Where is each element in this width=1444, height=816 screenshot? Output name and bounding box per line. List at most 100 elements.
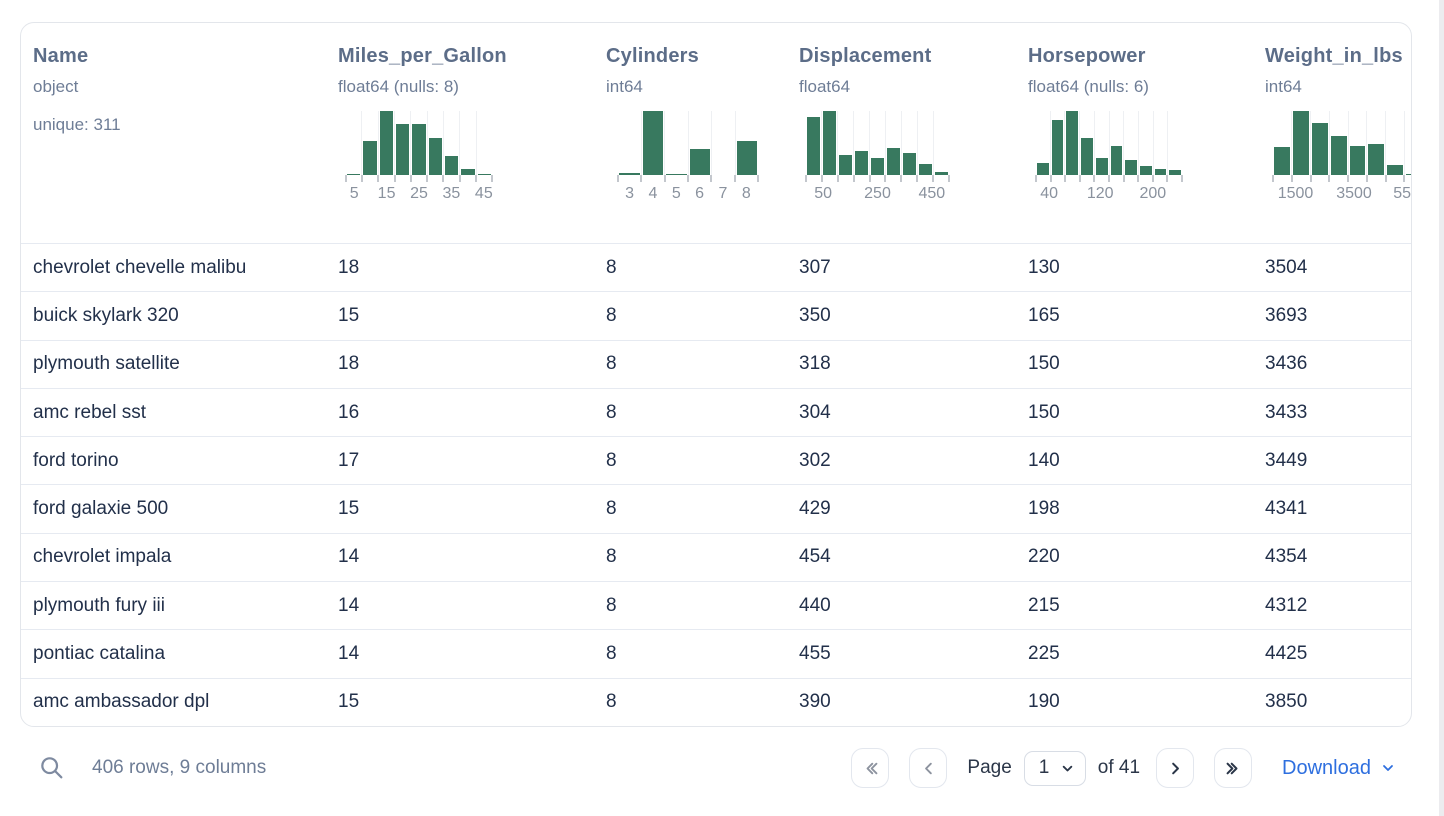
axis-tick [1328, 175, 1331, 182]
histogram-bar [363, 141, 377, 175]
histogram-bar [1139, 166, 1152, 175]
table-cell: 4341 [1265, 498, 1308, 520]
histogram-bar [736, 141, 757, 175]
chevron-right-icon [1171, 762, 1179, 774]
table-row: amc rebel sst 16 8 304 150 3433 [21, 387, 1411, 436]
histogram-bin [1093, 111, 1109, 175]
table-cell: 18 [338, 353, 360, 375]
table-cell: 8 [606, 449, 617, 471]
axis-tick [687, 175, 689, 182]
table-cell: 8 [606, 256, 617, 278]
column-header-horsepower[interactable]: Horsepower float64 (nulls: 6) 40 120 200 [1028, 23, 1265, 243]
download-button[interactable]: Download [1282, 757, 1396, 780]
axis-tick [458, 175, 461, 182]
column-histogram: 1500 3500 5500 [1272, 111, 1411, 204]
histogram-bin [1036, 111, 1050, 175]
column-header-weight-in-lbs[interactable]: Weight_in_lbs int64 1500 3500 5500 [1265, 23, 1411, 243]
axis-tick [1049, 175, 1052, 182]
axis-tick-label: 6 [695, 185, 705, 202]
histogram-bars [806, 111, 949, 175]
column-title: Miles_per_Gallon [338, 45, 507, 67]
histogram-bin [1137, 111, 1153, 175]
histogram-bar [619, 173, 640, 175]
histogram-axis [345, 175, 493, 182]
page-select-value: 1 [1038, 757, 1050, 778]
table-cell: 225 [1028, 643, 1060, 665]
table-row: plymouth fury iii 14 8 440 215 4312 [21, 581, 1411, 629]
histogram-bin [1108, 111, 1124, 175]
axis-tick [491, 175, 493, 182]
histogram-bar [1274, 146, 1290, 175]
search-button[interactable] [36, 752, 68, 784]
axis-tick [1181, 175, 1183, 182]
axis-tick [1272, 175, 1274, 182]
histogram-bar [1349, 146, 1366, 175]
table-cell: 318 [799, 353, 831, 375]
histogram-bin [1167, 111, 1182, 175]
table-cell: 14 [338, 546, 360, 568]
table-cell: amc ambassador dpl [33, 691, 210, 713]
histogram-axis [617, 175, 759, 182]
column-title: Weight_in_lbs [1265, 45, 1403, 67]
histogram-bar [642, 111, 663, 175]
histogram-bar [1406, 173, 1411, 175]
column-dtype: float64 (nulls: 8) [338, 77, 459, 96]
histogram-bin [1385, 111, 1404, 175]
histogram-bin [393, 111, 410, 175]
histogram-bin [1123, 111, 1138, 175]
histogram-bin [1290, 111, 1310, 175]
first-page-button[interactable] [851, 748, 890, 788]
table-cell: 4312 [1265, 594, 1308, 616]
histogram-bin [410, 111, 426, 175]
column-histogram: 5 15 25 35 45 [345, 111, 493, 204]
histogram-bin [933, 111, 949, 175]
table-cell: pontiac catalina [33, 643, 166, 665]
axis-tick-label: 3500 [1336, 185, 1372, 202]
column-dtype: float64 (nulls: 6) [1028, 77, 1149, 96]
histogram-bin [1347, 111, 1367, 175]
histogram-bar [1330, 135, 1347, 175]
axis-tick-label: 450 [918, 185, 946, 202]
histogram-bin [1366, 111, 1385, 175]
axis-tick [948, 175, 950, 182]
histogram-bar [444, 156, 459, 175]
chevrons-right-icon [1226, 762, 1238, 774]
prev-page-button[interactable] [909, 748, 948, 788]
column-header-displacement[interactable]: Displacement float64 50 250 450 [799, 23, 1028, 243]
axis-tick [393, 175, 396, 182]
axis-tick-label: 15 [377, 185, 396, 202]
histogram-bin [475, 111, 492, 175]
last-page-button[interactable] [1214, 748, 1253, 788]
histogram-bar [666, 173, 687, 175]
scrollbar[interactable] [1439, 0, 1444, 816]
table-cell: 15 [338, 498, 360, 520]
page-select[interactable]: 1 [1023, 750, 1086, 786]
axis-tick [1035, 175, 1037, 182]
next-page-button[interactable] [1156, 748, 1195, 788]
histogram-bar [428, 137, 442, 175]
table-cell: 429 [799, 498, 831, 520]
table-cell: 165 [1028, 304, 1060, 326]
axis-tick [663, 175, 666, 182]
column-header-name[interactable]: Name object unique: 311 [33, 23, 338, 243]
column-header-miles-per-gallon[interactable]: Miles_per_Gallon float64 (nulls: 8) 5 15 25 3… [338, 23, 606, 243]
table-cell: 454 [799, 546, 831, 568]
axis-tick-label: 120 [1086, 185, 1114, 202]
axis-tick [1151, 175, 1154, 182]
table-cell: 14 [338, 643, 360, 665]
histogram-bars [1273, 111, 1411, 175]
table-cell: 18 [338, 256, 360, 278]
table-cell: 3850 [1265, 691, 1308, 713]
column-title: Horsepower [1028, 45, 1146, 67]
column-header-cylinders[interactable]: Cylinders int64 3 4 5 6 7 8 [606, 23, 799, 243]
histogram-bin [869, 111, 885, 175]
table-cell: chevrolet chevelle malibu [33, 256, 247, 278]
axis-tick [900, 175, 903, 182]
histogram-bar [839, 155, 852, 175]
histogram-bar [871, 158, 884, 175]
table-body: chevrolet chevelle malibu 18 8 307 130 3504 bu… [21, 243, 1411, 726]
axis-tick [916, 175, 919, 182]
table-row: chevrolet impala 14 8 454 220 4354 [21, 532, 1411, 581]
